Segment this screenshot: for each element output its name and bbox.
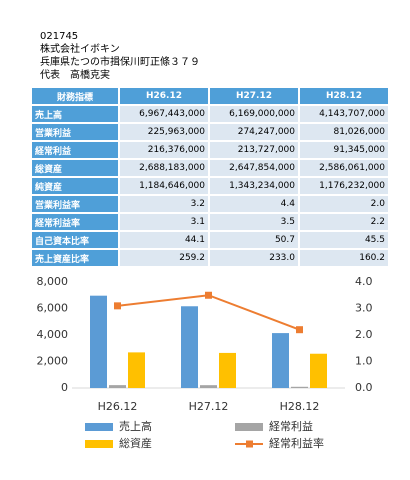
row: 売上資産比率 259.2 233.0 160.2 (32, 250, 388, 266)
y2-tick-label: 2.0 (355, 328, 373, 341)
value-cell: 160.2 (300, 250, 388, 266)
marker (114, 302, 121, 310)
row-label: 経常利益 (32, 142, 118, 158)
row: 純資産 1,184,646,000 1,343,234,000 1,176,232,0… (32, 178, 388, 194)
legend-swatch (85, 423, 113, 431)
header: 021745 株式会社イボキン 兵庫県たつの市揖保川町正條３７９ 代表 高橋克実 (40, 30, 200, 82)
value-cell: 216,376,000 (120, 142, 208, 158)
marker (205, 291, 212, 299)
bar (200, 385, 217, 388)
bar (128, 352, 145, 388)
value-cell: 4,143,707,000 (300, 106, 388, 122)
row-label: 経常利益率 (32, 214, 118, 230)
row: 自己資本比率 44.1 50.7 45.5 (32, 232, 388, 248)
value-cell: 1,184,646,000 (120, 178, 208, 194)
bar (272, 333, 289, 388)
value-cell: 2.0 (300, 196, 388, 212)
legend-swatch (246, 440, 253, 448)
bar (310, 353, 327, 388)
value-cell: 81,026,000 (300, 124, 388, 140)
y-tick-label: 8,000 (37, 275, 69, 288)
legend-label: 売上高 (119, 419, 152, 433)
legend-label: 経常利益率 (269, 436, 324, 450)
value-cell: 2.2 (300, 214, 388, 230)
y2-tick-label: 4.0 (355, 275, 373, 288)
legend-label: 総資産 (119, 436, 152, 450)
company: 株式会社イボキン (40, 44, 120, 55)
row: 経常利益 216,376,000 213,727,000 91,345,000 (32, 142, 388, 158)
value-cell: 225,963,000 (120, 124, 208, 140)
row: 売上高 6,967,443,000 6,169,000,000 4,143,707,0… (32, 106, 388, 122)
x-tick-label: H28.12 (280, 400, 320, 413)
y2-tick-label: 3.0 (355, 302, 373, 315)
financial-table: 財務指標 H26.12 H27.12 H28.12 売上高 6,967,443,000 6,… (30, 86, 390, 268)
header-cell: H27.12 (210, 88, 298, 104)
value-cell: 2,688,183,000 (120, 160, 208, 176)
marker (296, 326, 303, 334)
y-tick-label: 0 (61, 381, 68, 394)
row-label: 営業利益率 (32, 196, 118, 212)
row: 営業利益率 3.2 4.4 2.0 (32, 196, 388, 212)
value-cell: 6,169,000,000 (210, 106, 298, 122)
bar (181, 306, 198, 388)
header-cell: H28.12 (300, 88, 388, 104)
bar (291, 386, 308, 388)
row: 経常利益率 3.1 3.5 2.2 (32, 214, 388, 230)
x-tick-label: H26.12 (98, 400, 138, 413)
value-cell: 3.5 (210, 214, 298, 230)
representative: 代表 高橋克実 (40, 70, 110, 81)
value-cell: 1,343,234,000 (210, 178, 298, 194)
row-label: 売上資産比率 (32, 250, 118, 266)
legend-swatch (235, 423, 263, 431)
value-cell: 45.5 (300, 232, 388, 248)
header-cell: 財務指標 (32, 88, 118, 104)
value-cell: 3.2 (120, 196, 208, 212)
code: 021745 (40, 31, 79, 42)
line (117, 294, 300, 331)
value-cell: 274,247,000 (210, 124, 298, 140)
row-label: 営業利益 (32, 124, 118, 140)
value-cell: 259.2 (120, 250, 208, 266)
value-cell: 3.1 (120, 214, 208, 230)
address: 兵庫県たつの市揖保川町正條３７９ (40, 57, 200, 68)
y-tick-label: 2,000 (37, 355, 69, 368)
x-tick-label: H27.12 (189, 400, 229, 413)
row-label: 売上高 (32, 106, 118, 122)
value-cell: 91,345,000 (300, 142, 388, 158)
value-cell: 213,727,000 (210, 142, 298, 158)
bar (90, 295, 107, 388)
bar (109, 385, 126, 388)
row-label: 自己資本比率 (32, 232, 118, 248)
y2-tick-label: 1.0 (355, 355, 373, 368)
row: 総資産 2,688,183,000 2,647,854,000 2,586,061,0… (32, 160, 388, 176)
value-cell: 6,967,443,000 (120, 106, 208, 122)
row-label: 純資産 (32, 178, 118, 194)
row: 営業利益 225,963,000 274,247,000 81,026,000 (32, 124, 388, 140)
row-label: 総資産 (32, 160, 118, 176)
value-cell: 44.1 (120, 232, 208, 248)
y-tick-label: 4,000 (37, 328, 69, 341)
value-cell: 4.4 (210, 196, 298, 212)
value-cell: 1,176,232,000 (300, 178, 388, 194)
bar (219, 352, 236, 388)
legend-label: 経常利益 (269, 419, 313, 433)
value-cell: 50.7 (210, 232, 298, 248)
value-cell: 2,647,854,000 (210, 160, 298, 176)
legend-swatch (85, 440, 113, 448)
y2-tick-label: 0.0 (355, 381, 373, 394)
header-row: 財務指標 H26.12 H27.12 H28.12 (32, 88, 388, 104)
chart: 0 2,000 4,000 6,000 8,000 0.0 1.0 2.0 3.0 4.0 H26.… (37, 275, 373, 450)
y-tick-label: 6,000 (37, 302, 69, 315)
value-cell: 233.0 (210, 250, 298, 266)
header-cell: H26.12 (120, 88, 208, 104)
value-cell: 2,586,061,000 (300, 160, 388, 176)
